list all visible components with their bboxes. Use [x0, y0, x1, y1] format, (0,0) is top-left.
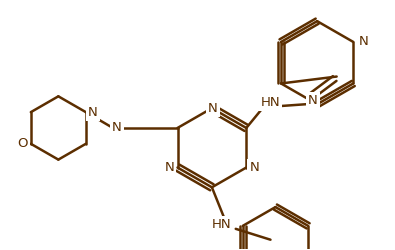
Text: N: N: [358, 36, 368, 49]
Text: N: N: [208, 102, 218, 115]
Text: HN: HN: [212, 218, 231, 232]
Text: N: N: [88, 106, 98, 119]
Text: N: N: [165, 161, 175, 174]
Text: HN: HN: [260, 96, 280, 109]
Text: N: N: [308, 94, 318, 107]
Text: N: N: [112, 122, 122, 134]
Text: O: O: [18, 137, 28, 150]
Text: N: N: [249, 161, 259, 174]
